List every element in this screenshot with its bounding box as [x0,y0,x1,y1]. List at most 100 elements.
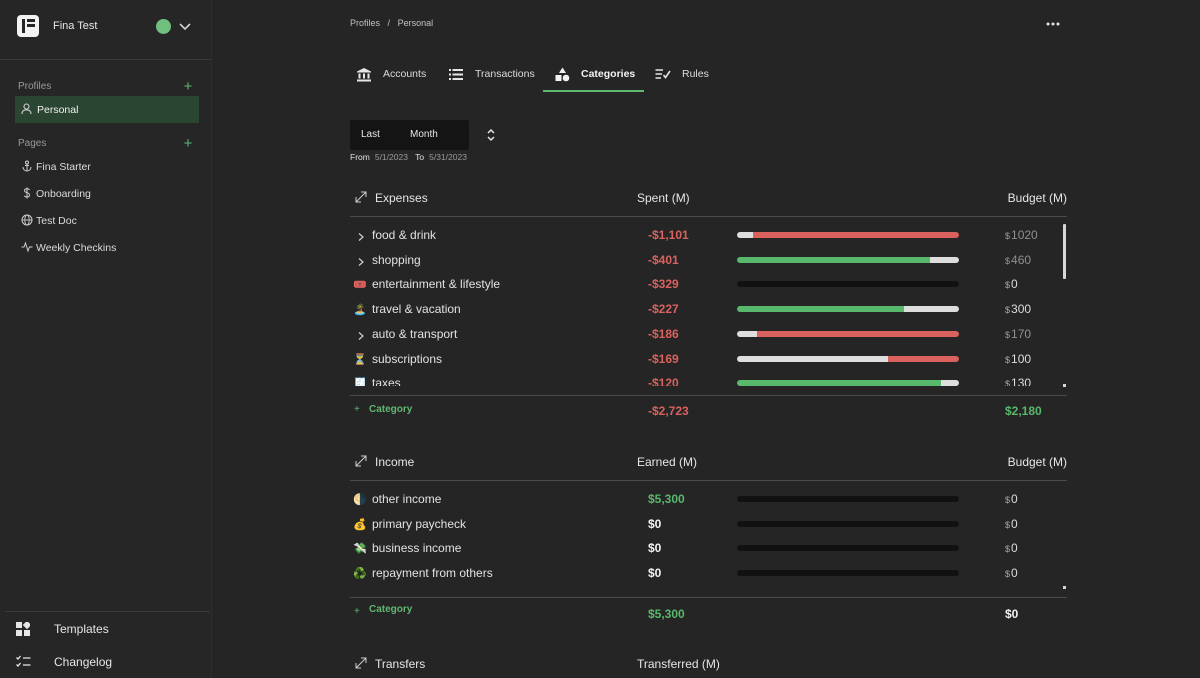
to-label: To [415,152,425,162]
budget-value: 0 [1011,516,1018,531]
sidebar-item-onboarding[interactable]: Onboarding [15,180,199,207]
tab-transactions[interactable]: Transactions [449,58,535,90]
workspace-switcher[interactable]: Fina Test [0,0,211,60]
budget-column-header[interactable]: Budget (M) [1007,455,1067,469]
category-name: food & drink [372,228,437,242]
category-row[interactable]: 💰 primary paycheck $0 $0 [350,517,1067,541]
budget-input[interactable]: $100 [1005,352,1031,366]
expenses-header: Expenses Spent (M) Budget (M) [350,181,1067,217]
income-header: Income Earned (M) Budget (M) [350,445,1067,481]
progress-bar [737,256,959,263]
add-page-button[interactable]: + [183,135,193,152]
sidebar-item-changelog[interactable]: Changelog [5,645,210,678]
category-row[interactable]: shopping -$401 $460 [350,253,1067,277]
progress-bar [737,570,959,577]
chevron-down-icon[interactable] [176,17,194,35]
sidebar-item-weekly-checkins[interactable]: Weekly Checkins [15,234,199,261]
budget-value: 0 [1011,541,1018,556]
sidebar-item-fina-starter[interactable]: Fina Starter [15,153,199,180]
income-title: Income [375,455,415,469]
budget-input[interactable]: $130 [1005,376,1031,386]
budget-input[interactable]: $0 [1005,517,1018,531]
currency-symbol: $ [1005,280,1011,291]
expenses-scrollbar[interactable] [1063,224,1066,279]
progress-segment [737,330,757,337]
category-row[interactable]: 🏝️ travel & vacation -$227 $300 [350,302,1067,326]
category-name: shopping [372,252,421,267]
breadcrumb: Profiles / Personal [350,18,433,28]
tab-label: Accounts [383,68,427,80]
budget-input[interactable]: $1020 [1005,228,1038,242]
sort-toggle-icon[interactable] [483,127,499,143]
from-date: 5/1/2023 [374,152,408,162]
tab-label: Categories [581,68,636,80]
pages-section-label: Pages [18,138,47,149]
category-amount: -$329 [648,277,679,292]
budget-input[interactable]: $460 [1005,253,1031,267]
plus-icon[interactable]: + [354,606,360,617]
breadcrumb-current[interactable]: Personal [397,18,434,28]
chevron-right-icon[interactable] [357,232,365,242]
progress-bar [737,380,959,386]
status-dot-icon[interactable] [156,19,171,34]
category-row[interactable]: 🌗 other income $5,300 $0 [350,492,1067,516]
budget-input[interactable]: $0 [1005,541,1018,555]
budget-value: 0 [1011,277,1018,292]
expand-icon[interactable] [355,455,367,467]
chevron-right-icon[interactable] [357,257,365,267]
grid-icon [16,622,30,636]
progress-bar [737,232,959,238]
sidebar-item-templates[interactable]: Templates [5,612,210,645]
category-emoji-icon: ⏳ [353,353,367,366]
budget-column-header[interactable]: Budget (M) [1007,191,1067,205]
shapes-icon [555,67,570,81]
plus-icon[interactable]: + [354,404,360,415]
category-row[interactable]: 🧾 taxes -$120 $130 [350,376,1067,386]
expenses-rows: food & drink -$1,101 $1020 shopping -$401 $46… [350,228,1067,386]
progress-segment [887,355,959,362]
category-name: primary paycheck [372,516,467,531]
add-category-button[interactable]: Category [369,404,413,415]
breadcrumb-root[interactable]: Profiles [350,18,381,28]
category-row[interactable]: ♻️ repayment from others $0 $0 [350,566,1067,590]
add-category-button[interactable]: Category [369,604,413,615]
sidebar-item-test-doc[interactable]: Test Doc [15,207,199,234]
sidebar-bottom-nav: Templates Changelog [5,611,210,678]
period-select[interactable]: Last Month [350,120,469,150]
category-row[interactable]: ⏳ subscriptions -$169 $100 [350,352,1067,376]
transferred-column-header[interactable]: Transferred (M) [637,657,720,671]
category-name: taxes [372,376,401,386]
tab-accounts[interactable]: Accounts [356,58,426,90]
tab-categories[interactable]: Categories [555,58,635,90]
progress-bar [737,355,959,362]
category-row[interactable]: 💸 business income $0 $0 [350,541,1067,565]
chevron-right-icon[interactable] [357,331,365,341]
expenses-footer: + Category -$2,723 $2,180 [350,395,1067,425]
sidebar-item-label: Test Doc [36,214,77,227]
budget-input[interactable]: $0 [1005,566,1018,580]
category-row[interactable]: food & drink -$1,101 $1020 [350,228,1067,252]
budget-input[interactable]: $0 [1005,277,1018,291]
bank-icon [357,67,371,81]
category-amount: -$1,101 [648,228,689,242]
budget-value: 100 [1011,351,1032,366]
expand-icon[interactable] [355,657,367,669]
budget-input[interactable]: $170 [1005,327,1031,341]
category-row[interactable]: 🎟️ entertainment & lifestyle -$329 $0 [350,277,1067,301]
spent-column-header[interactable]: Spent (M) [637,191,690,205]
to-date: 5/31/2023 [429,152,467,162]
tab-rules[interactable]: Rules [655,58,709,90]
templates-label: Templates [54,622,109,636]
budget-input[interactable]: $300 [1005,302,1031,316]
sidebar-item-personal[interactable]: Personal [15,96,199,123]
progress-segment [941,380,959,386]
expand-icon[interactable] [355,191,367,203]
budget-value: 300 [1011,302,1032,317]
earned-column-header[interactable]: Earned (M) [637,455,698,469]
currency-symbol: $ [1005,305,1011,316]
budget-input[interactable]: $0 [1005,492,1018,506]
progress-bar [737,306,959,313]
more-options-icon[interactable] [1045,17,1061,31]
category-row[interactable]: auto & transport -$186 $170 [350,327,1067,351]
add-profile-button[interactable]: + [183,78,193,95]
